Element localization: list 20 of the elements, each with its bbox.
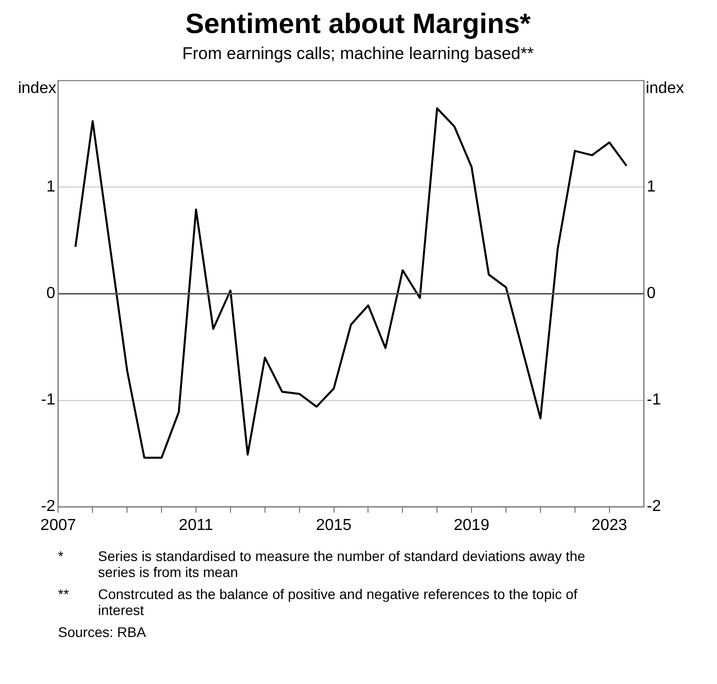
chart-subtitle: From earnings calls; machine learning based** — [181, 44, 535, 64]
text: * Series is standardised to measure the number of standard deviations away the series is from its mean — [58, 548, 586, 580]
y-tick-label: -1 — [40, 392, 56, 409]
y-tick-label: -2 — [40, 498, 56, 516]
y2-tick-label: 0 — [646, 285, 656, 302]
x-tick-label: 2015 — [316, 516, 352, 534]
y2-tick-label: -1 — [646, 392, 662, 409]
text: ** Constrcuted as the balance of positive and negative references to the topic of interest — [58, 586, 578, 618]
x-tick-label: 2019 — [454, 516, 490, 534]
y2-tick-label: 1 — [646, 178, 656, 196]
y-axis-title: index — [18, 80, 56, 98]
y2-axis-title: index — [646, 80, 684, 98]
x-tick-label: 2011 — [178, 516, 214, 534]
y-tick-label: 1 — [46, 178, 56, 196]
y2-tick-label: -2 — [646, 498, 662, 516]
source-note: Sources: RBA — [58, 624, 147, 640]
x-tick-label: 2023 — [592, 516, 628, 534]
chart-title: Sentiment about Margins* — [184, 8, 532, 40]
y-tick-label: 0 — [46, 285, 56, 302]
x-tick-label: 2007 — [40, 516, 76, 534]
